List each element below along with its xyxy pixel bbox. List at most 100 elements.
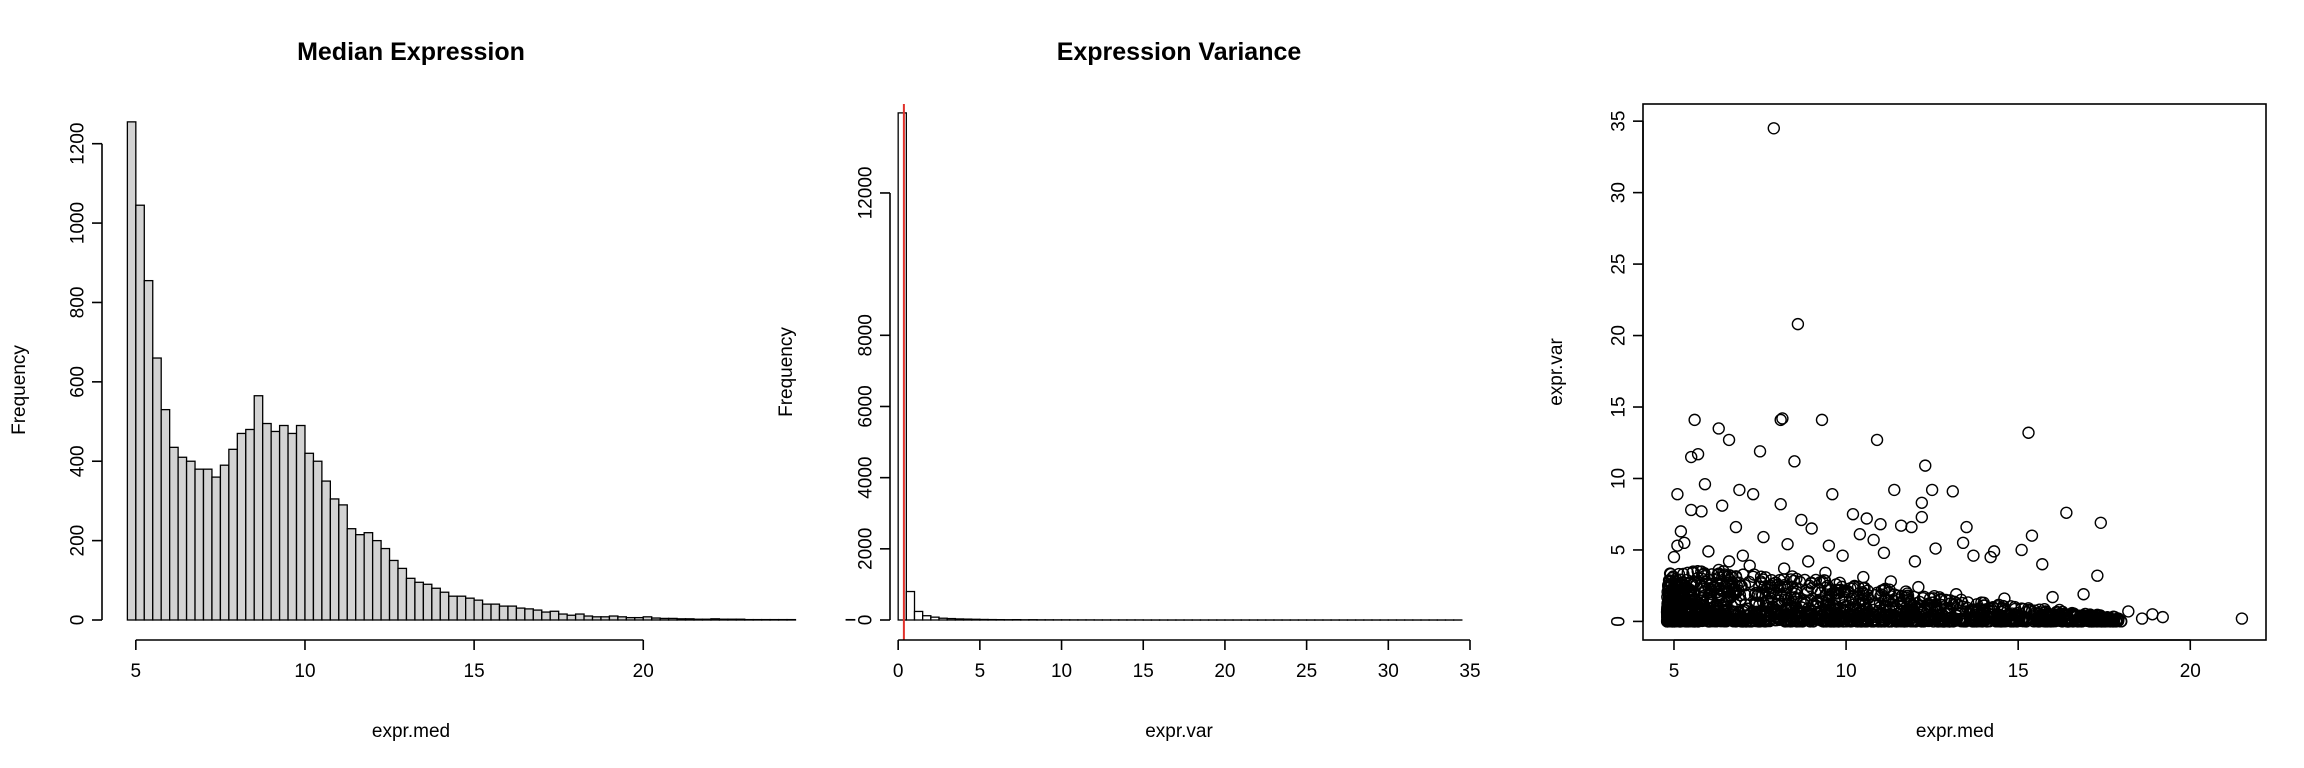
scatter-point — [1704, 594, 1717, 608]
histogram-bar — [701, 618, 712, 621]
x-tick-label: 20 — [2180, 661, 2201, 682]
scatter-point — [1670, 608, 1684, 621]
scatter-point — [1805, 582, 1819, 595]
scatter-point — [2077, 588, 2090, 601]
histogram-bar — [177, 456, 188, 621]
scatter-point — [1668, 606, 1682, 619]
scatter-point — [1738, 588, 1752, 601]
x-axis-label: expr.med — [372, 721, 450, 742]
scatter-point — [1733, 576, 1746, 590]
scatter-point — [1684, 584, 1698, 598]
histogram-bar — [253, 395, 264, 621]
scatter-point — [1684, 503, 1698, 517]
scatter-point — [1776, 412, 1789, 425]
scatter-point — [1795, 513, 1808, 527]
scatter-point — [2048, 615, 2062, 628]
scatter-point — [1695, 572, 1708, 585]
scatter-point — [1929, 542, 1942, 555]
histogram-bar — [448, 595, 458, 621]
histogram-bar — [346, 528, 357, 621]
y-tick-label: 15 — [1609, 396, 1630, 417]
scatter-point — [1919, 459, 1932, 472]
scatter-point — [1691, 565, 1704, 578]
y-tick-label: 25 — [1609, 254, 1630, 275]
histogram-bar — [617, 616, 627, 621]
scatter-point — [1894, 519, 1908, 532]
scatter-point — [1885, 611, 1898, 625]
histogram-bar — [735, 618, 746, 621]
scatter-point — [2122, 605, 2135, 618]
scatter-point — [2023, 603, 2036, 617]
scatter-point — [1986, 602, 2000, 615]
histogram-bar — [143, 279, 154, 621]
scatter-point — [1915, 510, 1929, 524]
histogram-bar — [676, 618, 687, 621]
histogram-bar — [946, 617, 957, 621]
scatter-point — [2094, 516, 2107, 529]
y-tick-label: 400 — [68, 445, 89, 477]
x-tick-label: 25 — [1296, 661, 1317, 682]
histogram-bar — [304, 452, 315, 621]
histogram-bar — [202, 468, 213, 621]
scatter-point — [1726, 579, 1740, 593]
scatter-point — [2067, 608, 2080, 621]
scatter-point — [1764, 579, 1777, 592]
scatter-point — [1676, 579, 1689, 592]
histogram-bar — [287, 432, 298, 621]
scatter-point — [1803, 609, 1816, 622]
scatter-point — [1742, 588, 1755, 601]
histogram-bar — [524, 608, 534, 621]
scatter-point — [1939, 593, 1953, 607]
scatter-point — [1777, 562, 1791, 575]
scatter-point — [2101, 612, 2114, 625]
chart-title: Expression Variance — [1057, 38, 1302, 66]
scatter-point — [2009, 613, 2022, 627]
histogram-bar — [152, 357, 162, 621]
scatter-point — [1717, 609, 1730, 622]
scatter-point — [1717, 584, 1731, 598]
scatter-point — [1901, 589, 1915, 602]
scatter-point — [1915, 496, 1929, 509]
scatter-point — [1715, 499, 1729, 512]
scatter-point — [1910, 596, 1923, 610]
scatter-panel: expr.med expr.var 5 10 15 20 0 5 10 15 20 25 30 35 — [1546, 103, 2267, 742]
scatter-point — [1697, 580, 1710, 594]
scatter-point — [1728, 597, 1742, 611]
histogram-bar — [566, 614, 577, 621]
scatter-point — [2096, 614, 2109, 627]
scatter-point — [1907, 608, 1921, 621]
scatter-point — [2115, 615, 2128, 628]
scatter-point — [1712, 563, 1725, 577]
histogram-bar — [405, 577, 416, 621]
scatter-point — [2022, 426, 2035, 439]
scatter-point — [1667, 550, 1681, 564]
histogram-bar — [583, 615, 594, 621]
histogram-bar — [608, 615, 619, 621]
expression-variance-panel: Expression Variance expr.var Frequency 0… — [776, 38, 1481, 742]
histogram-bar — [380, 547, 391, 621]
scatter-point — [1798, 573, 1811, 587]
histogram-bar — [245, 428, 255, 621]
histogram-bar — [515, 607, 526, 621]
y-axis-label: Frequency — [776, 327, 797, 417]
x-tick-label: 10 — [294, 661, 315, 682]
scatter-point — [1781, 538, 1794, 551]
histogram-bar — [169, 446, 179, 621]
scatter-point — [2108, 610, 2121, 624]
scatter-point — [1778, 580, 1791, 594]
scatter-point — [1857, 570, 1870, 584]
axes: 5 10 15 20 0 5 10 15 20 25 30 35 — [1609, 111, 2201, 682]
histogram-bar — [456, 595, 467, 621]
y-tick-label: 1000 — [68, 202, 89, 244]
scatter-point — [1802, 555, 1815, 568]
x-tick-label: 5 — [131, 661, 142, 682]
scatter-point — [1711, 577, 1724, 590]
scatter-point — [2025, 529, 2039, 542]
scatter-point — [1970, 598, 1984, 611]
y-tick-label: 6000 — [856, 385, 877, 427]
x-tick-label: 15 — [464, 661, 485, 682]
histogram-bar — [363, 532, 374, 621]
histogram-bar — [321, 480, 331, 621]
scatter-point — [1912, 580, 1925, 594]
histogram-bar — [532, 609, 543, 621]
